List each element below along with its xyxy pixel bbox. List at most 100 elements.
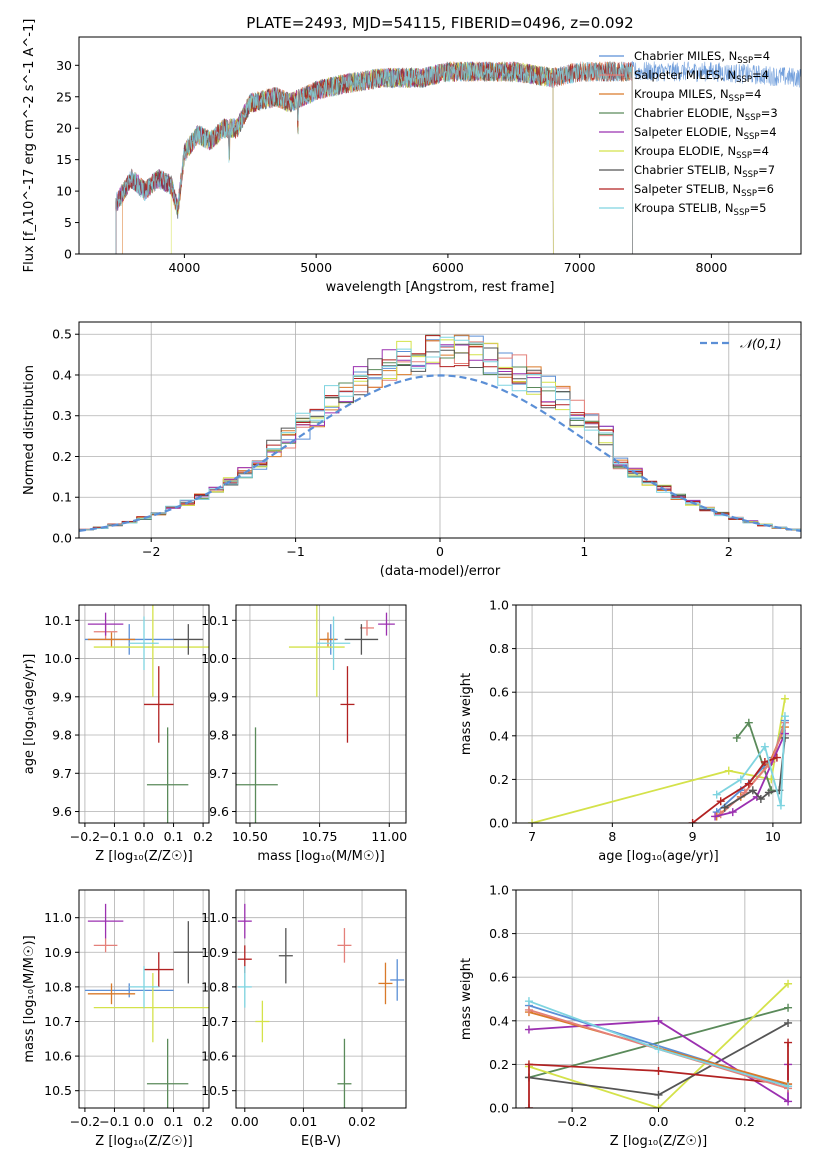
errorbar-cs	[278, 928, 293, 984]
y-axis-label: mass [log₁₀(M/M☉)]	[22, 935, 37, 1062]
x-tick-label: 2	[725, 544, 733, 559]
y-tick-label: 30	[56, 58, 72, 73]
x-tick-label: 0.1	[164, 829, 184, 844]
mass-weight-marker-cs	[784, 1018, 793, 1027]
y-tick-label: 0.1	[52, 490, 72, 505]
plot-area	[516, 605, 801, 823]
legend-count: =4	[752, 68, 769, 82]
y-tick-label: 10.9	[44, 945, 72, 960]
y-tick-label: 0.4	[489, 1013, 509, 1028]
series-line-cs	[115, 60, 633, 254]
mass-weight-marker-ss	[688, 819, 697, 823]
mass-weight-marker-ks	[780, 712, 789, 721]
errorbar-ke	[93, 973, 209, 1043]
y-tick-label: 0	[64, 247, 72, 262]
legend-name: Kroupa STELIB, N	[634, 201, 734, 215]
legend-count: =4	[753, 49, 770, 63]
y-tick-label: 10.6	[44, 1049, 72, 1064]
series-line-ks	[115, 61, 633, 254]
mass-weight-line-ke	[528, 983, 789, 1108]
legend-name: Kroupa ELODIE, N	[634, 144, 736, 158]
mass-weight-marker-cs	[748, 786, 757, 795]
errorbar-cs	[344, 624, 379, 655]
x-tick-label: 1	[580, 544, 588, 559]
x-tick-label: −2	[142, 544, 160, 559]
legend-name: Chabrier STELIB, N	[634, 163, 742, 177]
legend-count: =4	[744, 87, 761, 101]
x-tick-label: −0.1	[99, 829, 129, 844]
mass-weight-marker-ss	[744, 779, 753, 788]
chart-title: PLATE=2493, MJD=54115, FIBERID=0496, z=0…	[246, 14, 633, 32]
panel-hist: −2 −1 0 1 2 0.0 0.1 0.2 0.3 0.4 0.5 (data-model)/er…	[22, 321, 802, 579]
mass-weight-marker-se	[654, 1016, 663, 1025]
errorbar-cm	[390, 959, 405, 1001]
x-tick-label: 0.2	[735, 1114, 755, 1129]
y-tick-label: 20	[56, 121, 72, 136]
y-tick-label: 9.9	[209, 689, 229, 704]
y-tick-label: 10.9	[201, 945, 229, 960]
panel-ageM: 10.50 10.75 11.00 9.6 9.7 9.8 9.9 10.0 10.1 mass …	[201, 604, 407, 864]
mass-weight-marker-ss	[772, 753, 781, 762]
x-tick-label: 0.01	[289, 1114, 317, 1129]
y-tick-label: 9.7	[52, 766, 72, 781]
mass-weight-marker-ks	[784, 1082, 793, 1091]
legend-subscript: SSP	[736, 151, 752, 161]
errorbar-ke	[255, 1000, 270, 1043]
x-axis-label: Z [log₁₀(Z/Z☉)]	[610, 1134, 707, 1149]
mass-weight-line-cs	[724, 737, 786, 809]
errorbar-ks	[129, 616, 159, 671]
y-tick-label: 10.0	[201, 651, 229, 666]
mass-weight-marker-ke	[528, 819, 537, 823]
axes-frame	[78, 36, 802, 255]
errorbar-ke	[93, 605, 209, 697]
panel-ageZ: −0.2 −0.1 0.0 0.1 0.2 9.6 9.7 9.8 9.9 10.0 10.1 Z […	[22, 604, 213, 864]
y-tick-label: 25	[56, 89, 72, 104]
y-tick-label: 0.6	[489, 685, 509, 700]
y-tick-label: 10.6	[201, 1049, 229, 1064]
x-axis-label: E(B-V)	[301, 1134, 341, 1149]
legend-entry: 𝒩(0,1)	[740, 336, 782, 351]
x-tick-label: 10.50	[232, 829, 268, 844]
y-tick-label: 1.0	[489, 598, 509, 613]
mass-weight-marker-cs	[720, 803, 729, 812]
errorbar-cm	[84, 983, 174, 998]
x-tick-label: 5000	[300, 260, 332, 275]
mass-weight-marker-cs	[764, 788, 773, 797]
mass-weight-marker-cs	[756, 795, 765, 804]
series-line-ss	[115, 61, 633, 254]
mass-weight-marker-ks	[760, 742, 769, 751]
legend-count: =5	[749, 201, 766, 215]
y-tick-label: 10.8	[44, 979, 72, 994]
x-tick-label: 0.00	[231, 1114, 259, 1129]
legend-subscript: SSP	[741, 189, 757, 199]
x-axis-label: Z [log₁₀(Z/Z☉)]	[95, 1134, 192, 1149]
y-tick-label: 0.3	[52, 408, 72, 423]
x-tick-label: 7	[528, 829, 536, 844]
errorbar-ss	[144, 952, 174, 987]
x-tick-label: 10.75	[302, 829, 338, 844]
mass-weight-marker-se	[524, 1025, 533, 1034]
legend-subscript: SSP	[744, 132, 760, 142]
legend-name: Kroupa MILES, N	[634, 87, 729, 101]
y-tick-label: 11.0	[201, 910, 229, 925]
y-tick-label: 10	[56, 184, 72, 199]
legend-entry: Kroupa MILES, NSSP=4	[634, 87, 761, 104]
errorbar-ks	[129, 966, 159, 1008]
y-tick-label: 10.7	[44, 1014, 72, 1029]
x-axis-label: age [log₁₀(age/yr)]	[598, 849, 719, 864]
mass-weight-marker-ke	[780, 694, 789, 703]
y-tick-label: 9.6	[52, 804, 72, 819]
mass-weight-marker-ks	[524, 997, 533, 1006]
y-tick-label: 9.9	[52, 689, 72, 704]
x-tick-label: −0.2	[70, 1114, 100, 1129]
x-tick-label: 0.02	[348, 1114, 376, 1129]
errorbar-ce	[146, 1038, 189, 1108]
y-axis-label: mass weight	[459, 958, 474, 1040]
x-tick-label: 0.0	[649, 1114, 669, 1129]
y-tick-label: 0.4	[52, 367, 72, 382]
y-axis-label: mass weight	[459, 673, 474, 755]
y-tick-label: 0.2	[489, 772, 509, 787]
y-tick-label: 0.0	[489, 1101, 509, 1116]
x-tick-label: 0.1	[164, 1114, 184, 1129]
